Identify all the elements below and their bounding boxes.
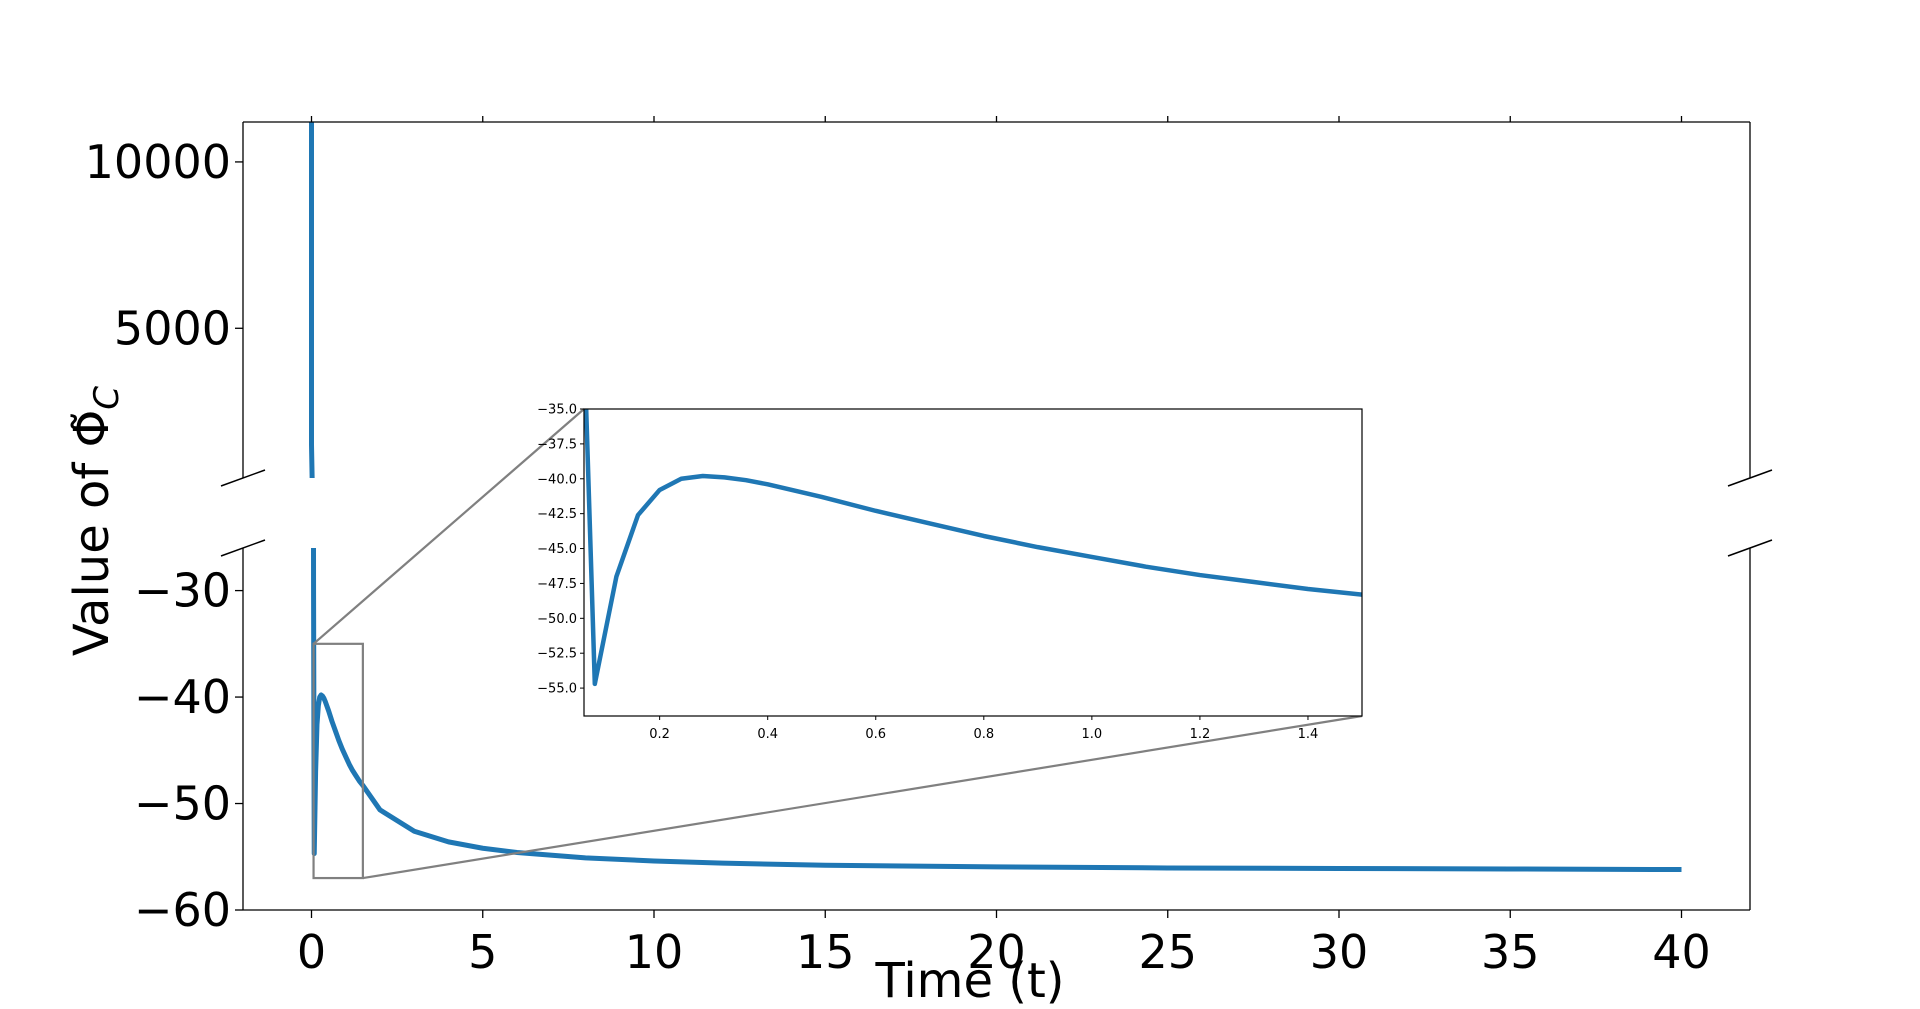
x-tick-label: 40 [1652,925,1711,979]
y-axis-title-subscript: C [87,386,127,410]
y-axis-title-main: Value of Φ̃ [64,410,120,656]
x-tick-label: 15 [796,925,855,979]
axis-break-marks [220,469,1773,557]
inset-y-tick-label: −37.5 [537,437,577,452]
upper-y-tick-label: 5000 [114,301,231,355]
inset-background [584,409,1362,716]
inset-panel: 0.2 0.4 0.6 0.8 1.0 1.2 1.4 −55.0 −52.5 −50.0 −47.… [537,403,1363,742]
series-line-lower [311,548,1682,873]
upper-y-tick-label: 10000 [85,135,231,189]
inset-x-tick-label: 0.8 [973,727,994,742]
break-mark [220,469,266,487]
zoom-connector-bottom [362,714,1363,880]
inset-x-tick-label: 0.6 [865,727,886,742]
inset-x-tick-label: 1.0 [1082,727,1103,742]
upper-panel: 5000 10000 [85,116,1751,478]
inset-y-tick-label: −35.0 [537,403,577,418]
x-tick-label: 30 [1310,925,1369,979]
lower-y-tick-label: −40 [134,670,231,724]
x-axis-title: Time (t) [875,953,1065,1009]
zoom-connector-top [312,408,585,645]
x-tick-label: 35 [1481,925,1540,979]
lower-y-tick-label: −60 [134,883,231,937]
x-tick-label: 20 [967,925,1026,979]
x-tick-label: 0 [297,925,326,979]
lower-y-tick-label: −30 [134,564,231,618]
inset-x-tick-label: 1.4 [1298,727,1319,742]
inset-x-tick-label: 0.2 [649,727,670,742]
inset-y-tick-label: −45.0 [537,542,577,557]
inset-y-tick-label: −42.5 [537,507,577,522]
x-tick-label: 5 [468,925,497,979]
break-mark [220,539,266,557]
lower-panel: 0 5 10 15 20 25 30 35 40 −60 −50 −40 −30 [134,548,1751,979]
y-axis-title: Value of Φ̃C [64,386,127,656]
inset-y-tick-label: −50.0 [537,612,577,627]
lower-y-tick-label: −50 [134,777,231,831]
inset-series-line [584,409,1362,687]
x-tick-label: 10 [625,925,684,979]
x-tick-label: 25 [1138,925,1197,979]
inset-x-tick-label: 1.2 [1190,727,1211,742]
inset-y-tick-label: −40.0 [537,472,577,487]
inset-y-tick-label: −55.0 [537,682,577,697]
inset-frame [583,408,1363,717]
break-mark [1727,539,1773,557]
inset-y-tick-label: −47.5 [537,577,577,592]
zoom-region-box [312,642,364,880]
zoom-indicator [312,408,1363,880]
inset-x-tick-label: 0.4 [757,727,778,742]
inset-y-tick-label: −52.5 [537,647,577,662]
break-mark [1727,469,1773,487]
